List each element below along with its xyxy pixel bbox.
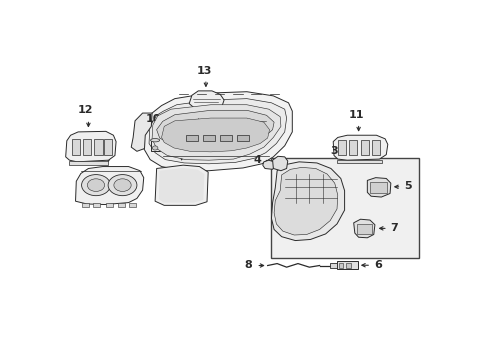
Bar	[82, 203, 89, 207]
Circle shape	[108, 175, 137, 196]
Text: 8: 8	[244, 260, 252, 270]
Polygon shape	[366, 177, 390, 197]
Bar	[348, 140, 357, 155]
Bar	[346, 263, 350, 268]
Polygon shape	[152, 105, 280, 160]
Polygon shape	[262, 160, 275, 169]
Text: 10: 10	[145, 114, 161, 123]
Polygon shape	[353, 219, 374, 238]
Bar	[371, 140, 380, 155]
Polygon shape	[161, 118, 269, 152]
Bar	[337, 140, 346, 155]
Bar	[329, 263, 336, 268]
Bar	[83, 139, 91, 155]
Text: 7: 7	[389, 222, 397, 233]
Bar	[72, 139, 80, 155]
Ellipse shape	[150, 139, 159, 142]
Text: 2: 2	[175, 138, 183, 148]
Text: 6: 6	[373, 260, 381, 270]
Bar	[118, 203, 124, 207]
Bar	[237, 135, 248, 141]
Bar	[336, 159, 381, 163]
Text: 12: 12	[78, 105, 93, 115]
Bar	[356, 224, 371, 234]
Bar	[220, 135, 231, 141]
Bar	[271, 158, 418, 258]
Bar	[129, 203, 136, 207]
Polygon shape	[272, 156, 287, 171]
Ellipse shape	[152, 146, 158, 150]
Bar	[336, 261, 357, 269]
Circle shape	[114, 179, 131, 192]
Polygon shape	[143, 92, 292, 171]
Polygon shape	[131, 113, 152, 151]
Polygon shape	[274, 167, 337, 235]
Bar	[93, 203, 100, 207]
Bar	[203, 135, 214, 141]
Polygon shape	[159, 168, 204, 203]
Polygon shape	[155, 165, 208, 205]
Text: 13: 13	[196, 67, 212, 76]
Text: 11: 11	[347, 110, 363, 120]
Bar	[186, 135, 197, 141]
Circle shape	[87, 179, 104, 192]
Polygon shape	[189, 91, 224, 110]
Bar	[94, 139, 102, 155]
Polygon shape	[156, 110, 274, 149]
Text: 1: 1	[102, 139, 109, 149]
Bar	[369, 182, 386, 193]
Bar	[105, 203, 112, 207]
Polygon shape	[65, 131, 116, 162]
Text: 5: 5	[403, 181, 411, 191]
Bar	[360, 140, 368, 155]
Polygon shape	[149, 99, 286, 164]
Text: 3: 3	[329, 146, 337, 156]
Polygon shape	[271, 162, 344, 240]
Circle shape	[81, 175, 110, 196]
Bar	[68, 161, 108, 165]
Text: 9: 9	[292, 163, 300, 173]
Polygon shape	[75, 167, 143, 204]
Text: 4: 4	[253, 155, 261, 165]
Bar	[103, 139, 112, 155]
Bar	[338, 263, 343, 268]
Bar	[150, 140, 159, 151]
Polygon shape	[332, 135, 387, 160]
